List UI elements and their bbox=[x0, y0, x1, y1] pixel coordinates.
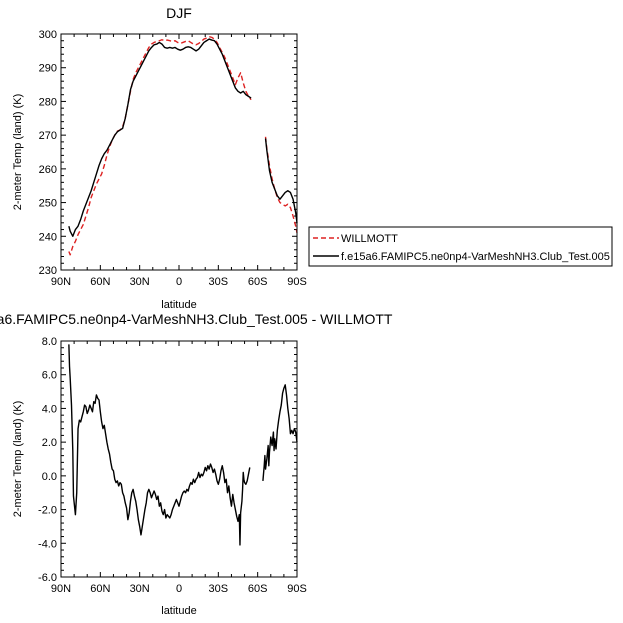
top-y-tick-label: 240 bbox=[39, 231, 57, 243]
bottom-title: f.e15a6.FAMIPC5.ne0np4-VarMeshNH3.Club_T… bbox=[0, 311, 393, 327]
bottom-x-tick-label: 60S bbox=[248, 583, 268, 595]
top-panel: DJF 2-meter Temp (land) (K) latitude 90N… bbox=[12, 5, 613, 311]
bottom-y-tick-label: -2.0 bbox=[38, 505, 57, 517]
bottom-y-tick-label: 0.0 bbox=[42, 471, 57, 483]
bottom-x-tick-label: 30S bbox=[209, 583, 229, 595]
top-x-tick-label: 60N bbox=[90, 276, 110, 288]
bottom-panel: f.e15a6.FAMIPC5.ne0np4-VarMeshNH3.Club_T… bbox=[0, 311, 393, 617]
top-x-tick-label: 30N bbox=[130, 276, 150, 288]
bottom-series-0-line-0 bbox=[68, 344, 251, 546]
top-y-tick-label: 280 bbox=[39, 96, 57, 108]
bottom-y-tick-label: 4.0 bbox=[42, 403, 57, 415]
top-x-tick-label: 30S bbox=[209, 276, 229, 288]
top-series-0-line-1 bbox=[264, 136, 298, 234]
legend-box bbox=[308, 226, 613, 267]
top-y-tick-label: 260 bbox=[39, 164, 57, 176]
bottom-tick-group: 90N 60N 30N 0 30S 60S 90S -6.0 -4.0 -2.0 0.0 2.0 4.0… bbox=[38, 336, 307, 595]
top-x-tick-label: 60S bbox=[248, 276, 268, 288]
top-y-tick-label: 270 bbox=[39, 130, 57, 142]
top-series-1-line-0 bbox=[68, 38, 252, 237]
top-y-tick-label: 290 bbox=[39, 63, 57, 75]
top-tick-group: 90N 60N 30N 0 30S 60S 90S 230 240 250 260 270 280 290… bbox=[39, 29, 307, 288]
bottom-x-tick-label: 90N bbox=[51, 583, 71, 595]
top-y-axis-label: 2-meter Temp (land) (K) bbox=[12, 94, 24, 211]
top-x-tick-label: 0 bbox=[176, 276, 182, 288]
legend-label-model: f.e15a6.FAMIPC5.ne0np4-VarMeshNH3.Club_T… bbox=[341, 251, 610, 263]
bottom-y-axis-label: 2-meter Temp (land) (K) bbox=[12, 401, 24, 518]
bottom-y-tick-label: -4.0 bbox=[38, 538, 57, 550]
bottom-y-tick-label: 8.0 bbox=[42, 336, 57, 348]
legend-label-willmott: WILLMOTT bbox=[341, 233, 398, 245]
top-x-axis-label: latitude bbox=[161, 299, 196, 311]
bottom-plot-frame bbox=[60, 340, 298, 578]
bottom-series-0-line-1 bbox=[262, 384, 298, 481]
bottom-x-tick-label: 90S bbox=[287, 583, 307, 595]
top-series-group bbox=[68, 36, 298, 256]
top-x-tick-label: 90S bbox=[287, 276, 307, 288]
top-x-tick-label: 90N bbox=[51, 276, 71, 288]
bottom-y-tick-label: 6.0 bbox=[42, 370, 57, 382]
top-series-1-line-1 bbox=[264, 138, 298, 223]
bottom-x-tick-label: 0 bbox=[176, 583, 182, 595]
top-plot-frame bbox=[60, 33, 298, 271]
top-legend: WILLMOTT f.e15a6.FAMIPC5.ne0np4-VarMeshN… bbox=[308, 226, 613, 267]
bottom-x-tick-label: 60N bbox=[90, 583, 110, 595]
bottom-series-group bbox=[68, 344, 298, 546]
top-y-tick-label: 300 bbox=[39, 29, 57, 41]
bottom-x-axis-label: latitude bbox=[161, 605, 196, 617]
top-y-tick-label: 230 bbox=[39, 265, 57, 277]
top-y-tick-label: 250 bbox=[39, 198, 57, 210]
top-title: DJF bbox=[166, 5, 192, 21]
bottom-y-tick-label: 2.0 bbox=[42, 437, 57, 449]
bottom-x-tick-label: 30N bbox=[130, 583, 150, 595]
bottom-y-tick-label: -6.0 bbox=[38, 572, 57, 584]
top-series-0-line-0 bbox=[68, 36, 252, 256]
